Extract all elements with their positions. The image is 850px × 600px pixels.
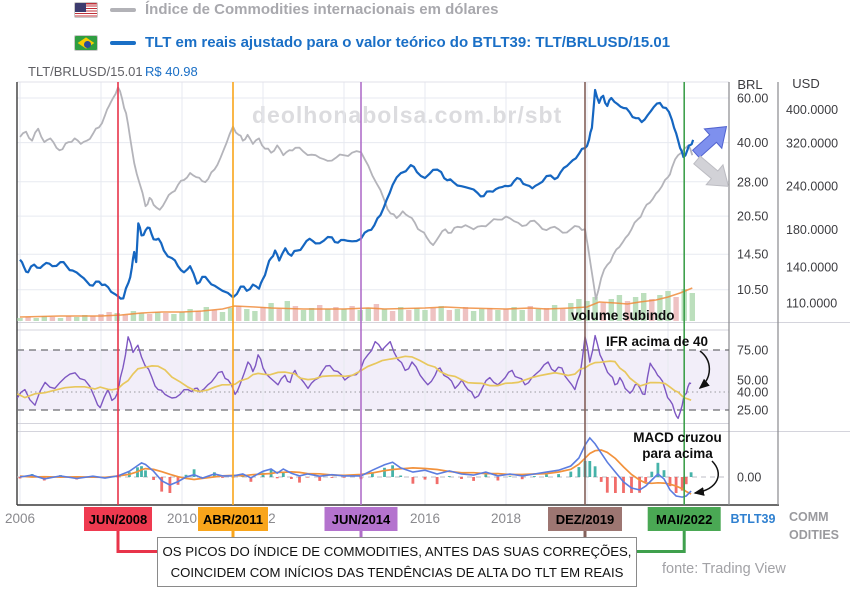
- volume-ma-line: [19, 287, 693, 318]
- callout-line1: OS PICOS DO ÍNDICE DE COMMODITIES, ANTES…: [162, 544, 632, 559]
- callout-line2: COINCIDEM COM INÍCIOS DAS TENDÊNCIAS DE …: [170, 565, 624, 580]
- event-connector: [116, 531, 157, 553]
- event-badge-abr-2011: ABR/2011: [198, 507, 268, 531]
- svg-text:28.00: 28.00: [737, 175, 768, 189]
- us-flag-icon: [74, 2, 98, 18]
- svg-text:10.50: 10.50: [737, 283, 768, 297]
- trend-up-arrow-icon: [691, 125, 728, 159]
- svg-text:75.00: 75.00: [737, 344, 768, 358]
- svg-text:50.00: 50.00: [737, 374, 768, 388]
- event-badge-jun-2008: JUN/2008: [84, 507, 152, 531]
- event-badge-jun-2014: JUN/2014: [324, 507, 398, 531]
- annotation-macd-line1: MACD cruzou: [633, 430, 722, 445]
- macd-annotation-arrow: [693, 460, 719, 496]
- svg-text:180.0000: 180.0000: [786, 223, 838, 237]
- svg-text:40.00: 40.00: [737, 386, 768, 400]
- svg-text:20.50: 20.50: [737, 210, 768, 224]
- svg-text:MAI/2022: MAI/2022: [656, 512, 712, 527]
- svg-text:JUN/2014: JUN/2014: [332, 512, 391, 527]
- tlt-series: [19, 88, 695, 300]
- svg-text:USD: USD: [792, 76, 819, 91]
- watermark: deolhonabolsa.com.br/sbt: [252, 102, 562, 129]
- svg-text:400.0000: 400.0000: [786, 103, 838, 117]
- btlt39-label[interactable]: BTLT39: [730, 512, 776, 526]
- last-price-label: R$ 40.98: [145, 64, 198, 79]
- annotation-ifr: IFR acima de 40: [606, 334, 709, 349]
- annotation-macd-line2: para acima: [642, 446, 713, 461]
- svg-text:2: 2: [268, 511, 276, 526]
- br-flag-icon: [74, 35, 98, 51]
- svg-text:DEZ/2019: DEZ/2019: [556, 512, 615, 527]
- ifr-signal-line: [17, 355, 692, 401]
- trend-down-arrow-icon: [693, 155, 730, 187]
- ifr-line: [17, 334, 692, 420]
- svg-text:ABR/2011: ABR/2011: [203, 512, 263, 527]
- event-badge-dez-2019: DEZ/2019: [548, 507, 622, 531]
- annotation-volume: volume subindo: [571, 308, 675, 323]
- svg-text:2010: 2010: [167, 511, 197, 526]
- macd-line: [19, 436, 692, 498]
- svg-text:140.0000: 140.0000: [786, 261, 838, 275]
- ifr-annotation-arrow: [698, 350, 711, 389]
- svg-text:14.50: 14.50: [737, 248, 768, 262]
- legend-label-commodities: Índice de Commodities internacionais em …: [145, 1, 499, 18]
- svg-text:40.00: 40.00: [737, 136, 768, 150]
- legend-item-tlt[interactable]: TLT em reais ajustado para o valor teóri…: [0, 33, 850, 55]
- svg-text:2018: 2018: [491, 511, 521, 526]
- event-badge-mai-2022: MAI/2022: [647, 507, 721, 531]
- callout-box: OS PICOS DO ÍNDICE DE COMMODITIES, ANTES…: [157, 537, 637, 587]
- svg-text:240.0000: 240.0000: [786, 180, 838, 194]
- svg-text:JUN/2008: JUN/2008: [89, 512, 148, 527]
- svg-text:BRL: BRL: [737, 77, 762, 92]
- tlt-line-swatch: [110, 41, 136, 45]
- commodities-axis-label: COMM ODITIES: [789, 510, 840, 542]
- ifr-band: [17, 350, 729, 410]
- svg-text:110.0000: 110.0000: [786, 297, 837, 311]
- commodities-line-swatch: [110, 8, 136, 12]
- event-connector: [637, 531, 686, 553]
- svg-text:0.00: 0.00: [737, 471, 761, 485]
- svg-text:60.00: 60.00: [737, 92, 768, 106]
- svg-text:25.00: 25.00: [737, 404, 768, 418]
- svg-text:320.0000: 320.0000: [786, 137, 838, 151]
- svg-text:2006: 2006: [5, 511, 35, 526]
- source-label: fonte: Trading View: [662, 561, 786, 577]
- legend-item-commodities[interactable]: Índice de Commodities internacionais em …: [0, 0, 850, 22]
- symbol-label[interactable]: TLT/BRLUSD/15.01: [28, 64, 143, 79]
- commodities-series: [19, 86, 694, 300]
- svg-text:2016: 2016: [410, 511, 440, 526]
- legend-label-tlt: TLT em reais ajustado para o valor teóri…: [145, 34, 671, 51]
